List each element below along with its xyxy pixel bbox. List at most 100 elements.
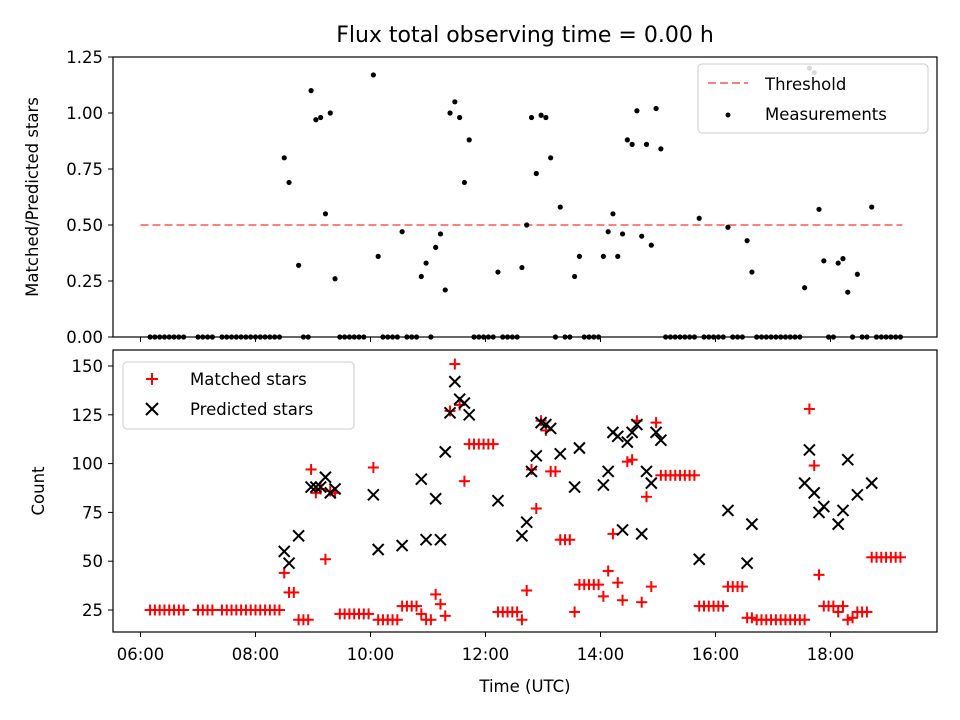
- predicted-star-point: [798, 476, 811, 490]
- matched-star-point: [319, 553, 331, 565]
- y-tick-label-ratio: 0.00: [66, 328, 103, 347]
- measurement-point: [286, 179, 292, 186]
- predicted-star-stroke-b: [625, 426, 639, 439]
- measurement-point: [528, 114, 535, 121]
- measurement-point: [869, 204, 875, 210]
- predicted-star-point: [597, 478, 610, 492]
- matched-star-point: [837, 600, 849, 612]
- predicted-star-point: [601, 465, 615, 478]
- predicted-star-stroke-b: [309, 480, 323, 494]
- count-axes-frame: [112, 349, 938, 633]
- predicted-star-stroke-b: [429, 492, 442, 505]
- matched-star-point: [415, 608, 427, 620]
- y-ticks-ratio: 0.00 0.25 0.50 0.75 1.00 1.25: [66, 48, 113, 347]
- predicted-star-stroke-b: [530, 449, 543, 462]
- measurement-point: [744, 238, 750, 244]
- predicted-star-point: [645, 476, 658, 490]
- predicted-star-stroke-b: [865, 476, 878, 490]
- x-tick-label: 10:00: [347, 645, 395, 664]
- y-tick-label-count: 25: [82, 601, 103, 620]
- predicted-star-stroke-b: [640, 465, 653, 478]
- predicted-star-stroke-b: [419, 533, 433, 546]
- measurement-point: [643, 141, 650, 147]
- matched-star-point: [645, 581, 657, 593]
- predicted-star-point: [282, 556, 296, 570]
- matched-star-point: [607, 528, 619, 540]
- matched-star-point: [612, 577, 624, 589]
- predicted-star-stroke-b: [525, 465, 538, 478]
- matched-star-point: [458, 475, 470, 487]
- matched-star-point: [597, 590, 609, 602]
- matched-stars-points: [144, 358, 906, 626]
- matched-star-point: [799, 614, 811, 626]
- predicted-star-point: [611, 430, 624, 443]
- predicted-star-stroke-b: [304, 480, 318, 494]
- predicted-star-stroke-b: [319, 471, 332, 484]
- matched-star-point: [425, 614, 437, 626]
- matched-star-point: [288, 586, 300, 598]
- predicted-star-point: [443, 406, 457, 420]
- matched-star-point: [847, 612, 859, 624]
- matched-star-point: [688, 469, 700, 481]
- predicted-star-point: [434, 533, 447, 546]
- measurement-point: [466, 137, 472, 143]
- predicted-star-point: [831, 517, 845, 531]
- predicted-star-point: [530, 449, 543, 462]
- measurement-point: [653, 105, 659, 112]
- y-tick-label-ratio: 1.00: [66, 104, 103, 123]
- measurement-point: [658, 146, 664, 152]
- predicted-star-point: [817, 500, 830, 513]
- matched-star-point: [530, 502, 542, 514]
- y-tick-label-count: 100: [72, 455, 104, 474]
- matched-star-point: [434, 598, 446, 610]
- y-axis-label-ratio: Matched/Predicted stars: [23, 97, 42, 297]
- measurement-point: [840, 256, 846, 262]
- matched-star-point: [894, 551, 906, 563]
- measurement-point: [835, 260, 841, 266]
- matched-star-point: [444, 405, 456, 417]
- count-panel: Count Time (UTC) 25 50 75 100 125 150 06:00 08…: [29, 349, 938, 696]
- measurement-point: [375, 253, 381, 259]
- predicted-star-stroke-b: [597, 478, 610, 492]
- measurement-point: [327, 110, 333, 116]
- predicted-star-stroke-b: [745, 517, 759, 531]
- predicted-star-point: [319, 471, 332, 484]
- predicted-star-stroke-b: [798, 476, 811, 490]
- measurement-point: [322, 211, 329, 217]
- x-tick-label: 12:00: [462, 645, 510, 664]
- measurement-point: [845, 289, 851, 295]
- matched-star-point: [363, 608, 375, 620]
- ratio-axes-frame: [112, 56, 938, 338]
- measurement-point: [854, 271, 860, 277]
- y-tick-label-count: 50: [82, 552, 103, 571]
- measurement-point: [433, 244, 439, 250]
- matched-star-point: [439, 610, 451, 622]
- predicted-star-point: [621, 435, 634, 449]
- predicted-star-stroke-b: [601, 465, 615, 478]
- predicted-star-stroke-b: [616, 523, 629, 537]
- predicted-star-point: [616, 523, 629, 537]
- predicted-star-stroke-b: [635, 527, 648, 541]
- predicted-star-point: [654, 433, 668, 447]
- measurement-point: [442, 287, 448, 293]
- predicted-star-stroke-b: [415, 473, 428, 486]
- x-ticks-count: 06:00 08:00 10:00 12:00 14:00 16:00 18:00: [117, 632, 854, 664]
- matched-star-point: [521, 584, 533, 596]
- x-tick-label: 08:00: [232, 645, 280, 664]
- matched-star-point: [430, 588, 442, 600]
- predicted-star-stroke-b: [831, 517, 845, 531]
- predicted-star-point: [803, 443, 816, 457]
- y-tick-label-count: 125: [72, 406, 104, 425]
- predicted-star-point: [520, 515, 533, 529]
- legend-predicted-label: Predicted stars: [190, 400, 313, 419]
- measurement-point: [418, 273, 424, 280]
- predicted-star-point: [573, 441, 586, 455]
- predicted-star-point: [544, 422, 557, 435]
- predicted-star-stroke-b: [621, 435, 634, 449]
- predicted-star-stroke-b: [611, 430, 624, 443]
- measurement-point: [749, 269, 755, 275]
- measurement-point: [816, 206, 822, 212]
- matched-star-point: [178, 604, 190, 616]
- measurement-point: [821, 258, 827, 264]
